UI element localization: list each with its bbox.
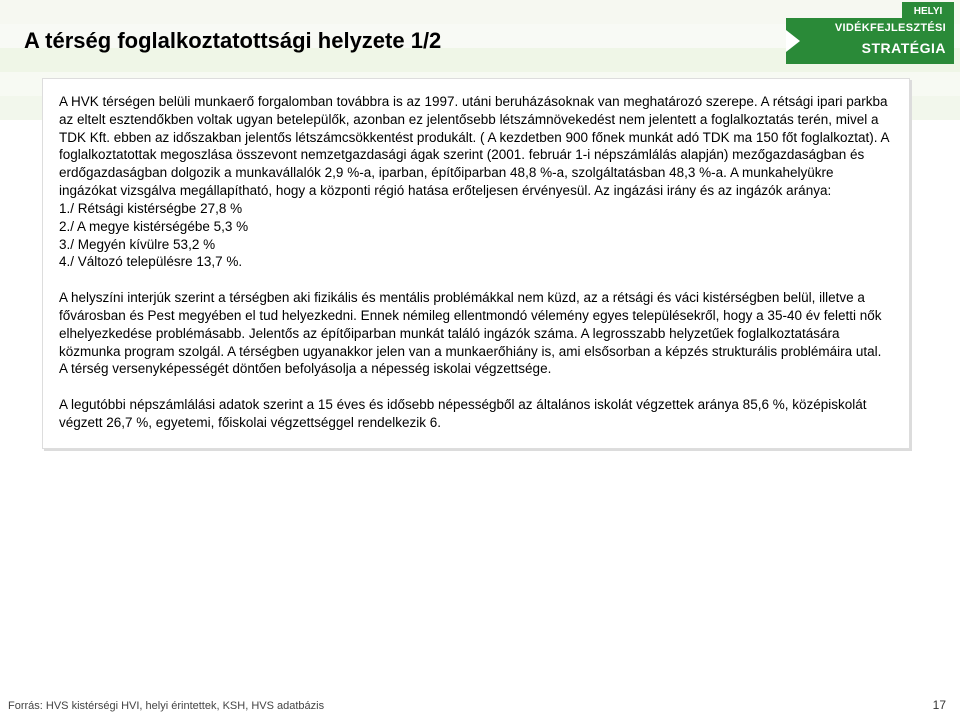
footer-source: Forrás: HVS kistérségi HVI, helyi érinte… [8,700,324,712]
paragraph-2: A helyszíni interjúk szerint a térségben… [59,289,893,378]
logo-main: VIDÉKFEJLESZTÉSI STRATÉGIA [786,18,954,64]
content-panel: A HVK térségen belüli munkaerő forgalomb… [42,78,910,449]
page-number: 17 [933,698,946,712]
logo-line2: STRATÉGIA [794,40,946,56]
logo-line1: VIDÉKFEJLESZTÉSI [794,22,946,34]
logo: HELYI VIDÉKFEJLESZTÉSI STRATÉGIA [786,2,954,72]
paragraph-3: A legutóbbi népszámlálási adatok szerint… [59,396,893,432]
source-label: Forrás: [8,700,43,712]
page-title: A térség foglalkoztatottsági helyzete 1/… [24,28,441,54]
source-text: HVS kistérségi HVI, helyi érintettek, KS… [46,700,324,712]
paragraph-1: A HVK térségen belüli munkaerő forgalomb… [59,93,893,271]
